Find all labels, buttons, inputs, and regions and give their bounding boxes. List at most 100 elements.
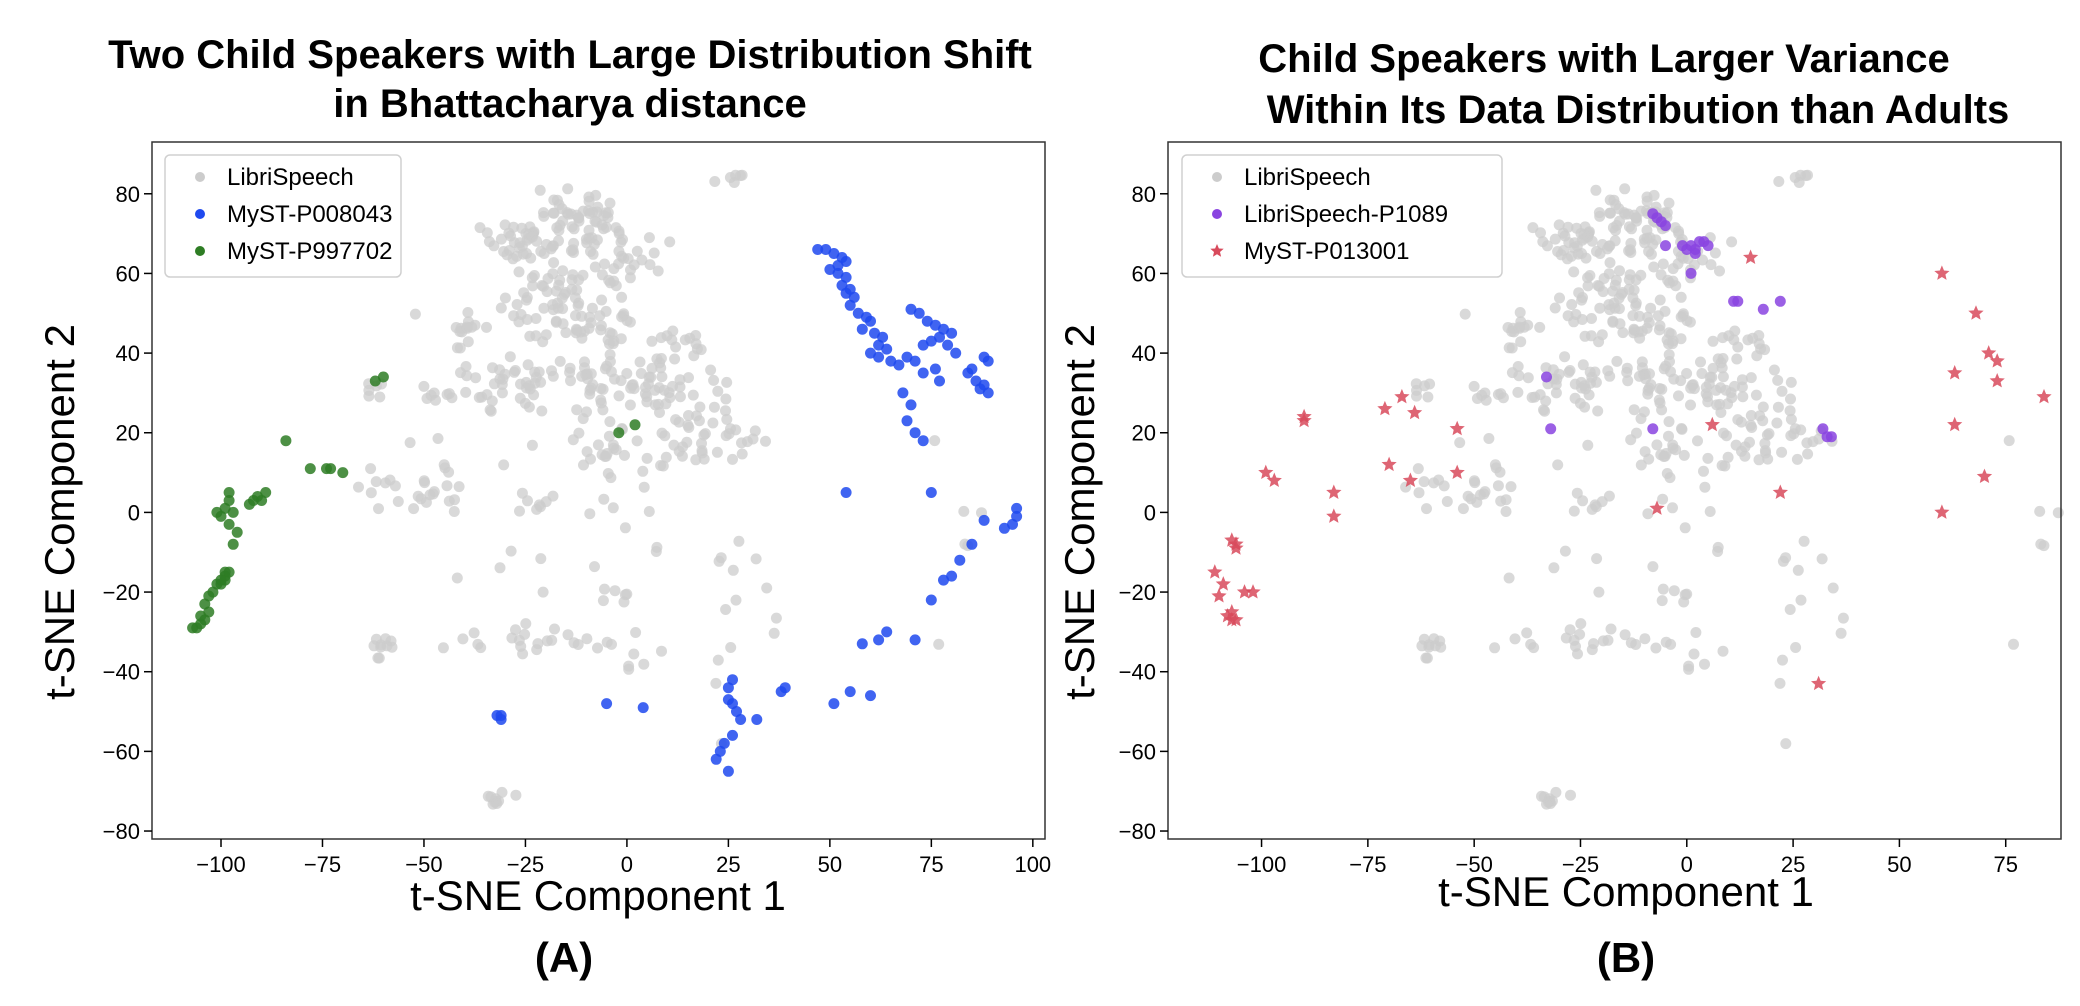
panel-a-y-axis-label: t-SNE Component 2 (36, 324, 83, 700)
point-librispeech (599, 583, 610, 595)
point-myst-p013001 (1976, 468, 1993, 483)
x-tick-label: 75 (1993, 852, 2017, 877)
point-librispeech (644, 259, 656, 271)
point-librispeech (1697, 254, 1708, 266)
point-librispeech (725, 642, 737, 653)
point-librispeech (1642, 508, 1654, 520)
point-librispeech (1772, 374, 1784, 386)
point-librispeech (454, 342, 466, 354)
point-librispeech (727, 453, 738, 465)
point-librispeech (548, 207, 560, 219)
point-myst-p008043 (897, 387, 909, 399)
legend-marker (195, 246, 205, 256)
point-librispeech (1795, 594, 1807, 606)
point-myst-p997702 (304, 463, 316, 475)
x-tick-label: 50 (818, 852, 842, 877)
point-librispeech (691, 410, 702, 422)
point-myst-p013001 (1704, 416, 1720, 432)
point-myst-p013001 (1266, 472, 1282, 487)
point-librispeech (664, 392, 676, 404)
point-librispeech (579, 356, 590, 368)
point-librispeech (571, 324, 583, 336)
point-librispeech (1623, 274, 1635, 286)
point-librispeech (600, 221, 612, 233)
point-librispeech (537, 586, 549, 598)
point-librispeech (517, 648, 529, 660)
point-librispeech (1745, 419, 1757, 431)
point-librispeech-p1089 (1541, 371, 1552, 383)
point-myst-p997702 (325, 463, 337, 475)
point-myst-p008043 (844, 686, 856, 698)
point-librispeech (1707, 362, 1719, 374)
point-librispeech (1715, 382, 1727, 394)
point-librispeech (523, 401, 535, 413)
point-myst-p008043 (722, 694, 734, 706)
point-librispeech (542, 273, 554, 284)
point-librispeech (1685, 399, 1696, 411)
point-myst-p008043 (495, 710, 507, 721)
point-librispeech (562, 208, 574, 220)
point-librispeech (461, 370, 473, 382)
point-librispeech (1768, 364, 1780, 376)
point-librispeech (1454, 437, 1466, 449)
point-librispeech (1657, 493, 1669, 505)
x-tick-label: −75 (304, 852, 341, 877)
point-librispeech (676, 450, 688, 462)
point-librispeech (566, 274, 578, 286)
panel-a-x-ticks: −100 −75 −50 −25 0 25 50 75 100 (196, 839, 1051, 877)
y-tick-label: −20 (1119, 580, 1156, 605)
point-myst-p013001 (1772, 484, 1788, 499)
point-librispeech (1582, 272, 1594, 284)
point-librispeech (618, 252, 630, 264)
point-librispeech (1577, 359, 1589, 371)
point-librispeech (1651, 439, 1663, 451)
point-librispeech (712, 385, 724, 397)
x-tick-label: −75 (1349, 852, 1386, 877)
point-librispeech (698, 429, 710, 441)
point-librispeech (1610, 225, 1621, 236)
point-librispeech (696, 437, 707, 449)
point-librispeech-p1089 (1685, 267, 1697, 279)
point-librispeech (494, 364, 506, 376)
point-librispeech (1433, 474, 1445, 486)
x-tick-label: 0 (621, 852, 633, 877)
point-librispeech (1550, 387, 1562, 399)
point-librispeech (511, 299, 523, 310)
point-myst-p013001 (1258, 464, 1274, 479)
point-librispeech (591, 206, 603, 218)
point-librispeech (1568, 242, 1580, 254)
point-librispeech (457, 633, 469, 645)
panel-b-x-ticks: −100 −75 −50 −25 0 25 50 75 (1237, 839, 2018, 877)
point-librispeech (1605, 623, 1617, 635)
point-librispeech (1653, 324, 1665, 336)
point-librispeech (526, 231, 538, 243)
point-librispeech (1540, 395, 1552, 407)
point-librispeech (468, 627, 480, 639)
legend-marker (1210, 244, 1224, 257)
point-librispeech (577, 413, 589, 425)
point-librispeech (535, 553, 547, 565)
point-librispeech (590, 216, 602, 228)
point-librispeech (640, 381, 651, 393)
point-myst-p997702 (223, 566, 235, 578)
point-librispeech (1667, 263, 1679, 275)
point-myst-p008043 (601, 698, 613, 710)
point-librispeech (1602, 634, 1614, 646)
point-librispeech (583, 205, 594, 217)
point-librispeech (1553, 219, 1565, 231)
point-myst-p013001 (1811, 675, 1827, 691)
point-myst-p013001 (1381, 456, 1397, 472)
point-librispeech (1522, 372, 1534, 384)
point-librispeech (474, 222, 486, 234)
point-librispeech (1760, 447, 1772, 459)
point-myst-p997702 (256, 495, 268, 506)
point-librispeech (609, 585, 621, 597)
point-librispeech (564, 362, 576, 374)
point-librispeech (1654, 397, 1666, 409)
point-librispeech (604, 356, 616, 367)
point-librispeech (1699, 481, 1711, 493)
point-librispeech (501, 249, 513, 261)
point-librispeech (683, 372, 694, 384)
point-librispeech (453, 481, 465, 493)
point-librispeech (1420, 652, 1432, 664)
